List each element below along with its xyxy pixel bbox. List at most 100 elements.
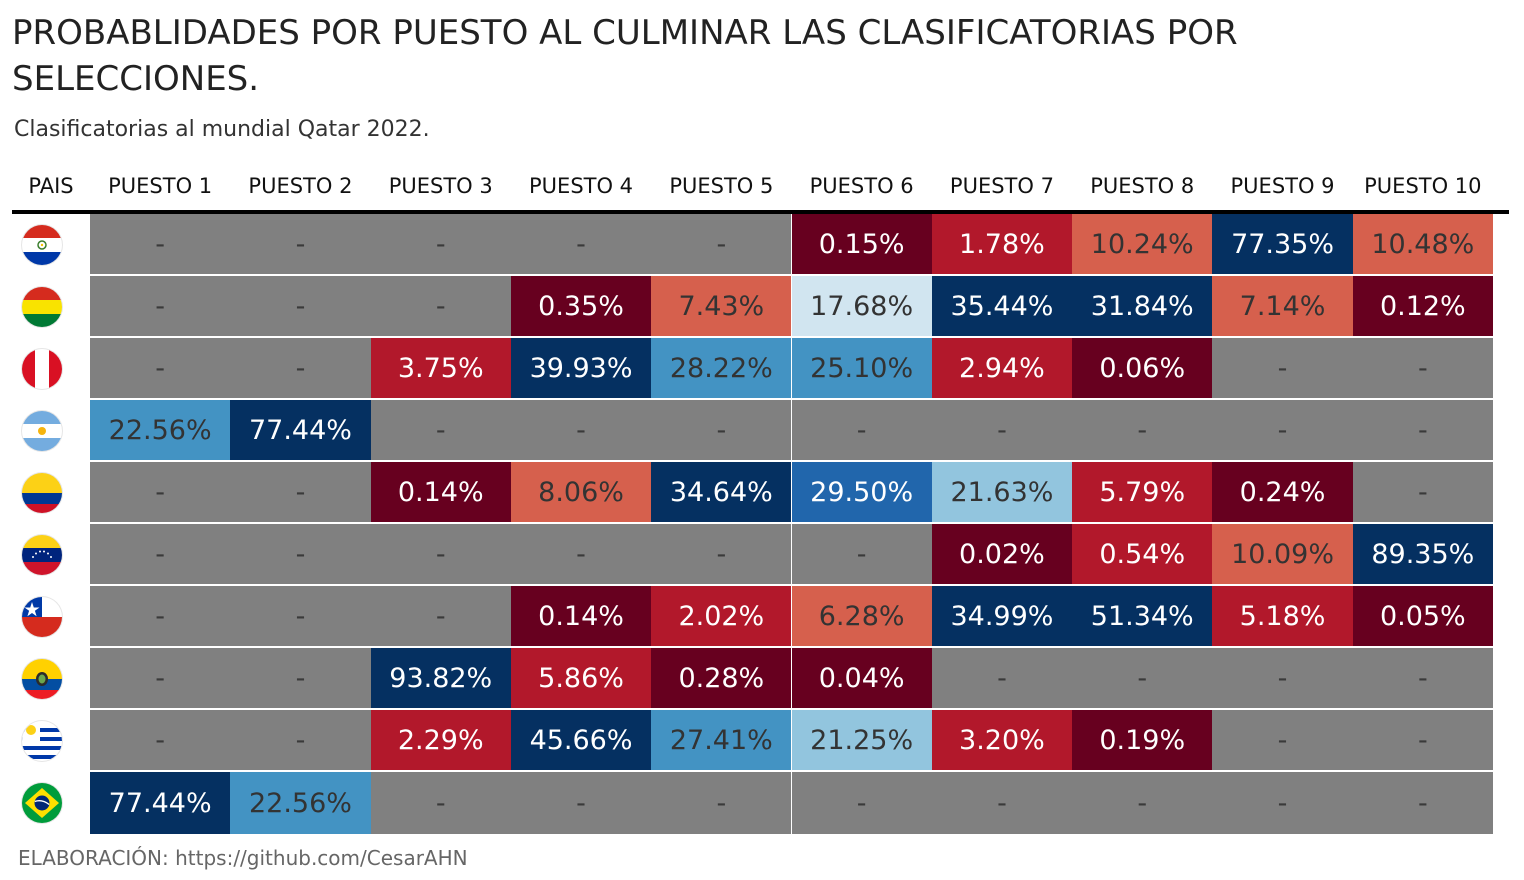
uruguay-flag-icon: [21, 720, 63, 762]
table-cell: -: [651, 524, 792, 584]
table-cell: -: [230, 462, 371, 522]
table-cell: 34.64%: [651, 462, 792, 522]
table-cell: -: [370, 586, 511, 646]
table-cell: 28.22%: [651, 338, 792, 398]
table-cell: -: [230, 276, 371, 336]
table-cell: -: [931, 648, 1073, 708]
table-cell: 5.18%: [1212, 586, 1353, 646]
table-cell: 29.50%: [791, 462, 932, 522]
table-cell: 0.35%: [510, 276, 652, 336]
table-cell: -: [651, 772, 792, 834]
table-cell: 21.63%: [931, 462, 1073, 522]
table-cell: -: [90, 276, 231, 336]
table-cell: 21.25%: [791, 710, 932, 770]
table-cell: -: [1212, 648, 1353, 708]
table-cell: -: [1352, 462, 1493, 522]
column-header-puesto-7: PUESTO 7: [949, 174, 1054, 198]
table-cell: -: [791, 524, 932, 584]
probability-table: - - - - -0.15% 1.78% 10.24% 77.35% 10.48% - - -0.35…: [90, 214, 1509, 834]
table-cell: 7.43%: [651, 276, 792, 336]
table-cell: -: [370, 214, 511, 274]
table-cell: 8.06%: [510, 462, 652, 522]
chart-title: PROBABLIDADES POR PUESTO AL CULMINAR LAS…: [12, 13, 1238, 99]
table-cell: 31.84%: [1072, 276, 1213, 336]
column-header-puesto-6: PUESTO 6: [809, 174, 914, 198]
table-cell: 0.28%: [651, 648, 792, 708]
table-cell: -: [510, 772, 652, 834]
table-cell: -: [931, 400, 1073, 460]
table-cell: -: [510, 214, 652, 274]
table-cell: 2.29%: [370, 710, 511, 770]
table-cell: 0.14%: [510, 586, 652, 646]
venezuela-flag-icon: [21, 534, 63, 576]
table-cell: -: [230, 586, 371, 646]
table-cell: 7.14%: [1212, 276, 1353, 336]
flag-column: [12, 214, 90, 834]
table-cell: -: [230, 214, 371, 274]
brazil-flag-icon: [21, 782, 63, 824]
table-cell: -: [90, 462, 231, 522]
table-cell: 77.35%: [1212, 214, 1353, 274]
table-cell: 77.44%: [230, 400, 371, 460]
column-header-puesto-3: PUESTO 3: [388, 174, 493, 198]
table-cell: 51.34%: [1072, 586, 1213, 646]
table-cell: -: [1352, 400, 1493, 460]
table-cell: 0.12%: [1352, 276, 1493, 336]
table-cell: -: [90, 648, 231, 708]
table-cell: 45.66%: [510, 710, 652, 770]
table-cell: -: [90, 214, 231, 274]
table-cell: -: [1072, 772, 1213, 834]
table-cell: -: [90, 710, 231, 770]
table-cell: 2.02%: [651, 586, 792, 646]
column-header-puesto-9: PUESTO 9: [1230, 174, 1335, 198]
paraguay-flag-icon: [21, 224, 63, 266]
table-cell: 3.20%: [931, 710, 1073, 770]
table-cell: 0.24%: [1212, 462, 1353, 522]
column-header-puesto-1: PUESTO 1: [108, 174, 213, 198]
table-cell: 34.99%: [931, 586, 1073, 646]
table-cell: -: [90, 524, 231, 584]
peru-flag-icon: [21, 348, 63, 390]
table-cell: -: [651, 400, 792, 460]
header-rule: [12, 210, 1509, 214]
table-cell: -: [1352, 648, 1493, 708]
table-cell: -: [1352, 338, 1493, 398]
table-cell: -: [1212, 772, 1353, 834]
table-cell: -: [931, 772, 1073, 834]
column-header-puesto-10: PUESTO 10: [1364, 174, 1482, 198]
table-cell: -: [370, 524, 511, 584]
column-header-pais: PAIS: [28, 174, 74, 198]
table-cell: -: [1212, 710, 1353, 770]
table-cell: 0.04%: [791, 648, 932, 708]
table-cell: 10.48%: [1352, 214, 1493, 274]
table-cell: 0.02%: [931, 524, 1073, 584]
table-cell: 22.56%: [230, 772, 371, 834]
table-cell: 93.82%: [370, 648, 511, 708]
table-cell: -: [1072, 648, 1213, 708]
column-header-puesto-5: PUESTO 5: [669, 174, 774, 198]
column-header-puesto-2: PUESTO 2: [248, 174, 353, 198]
table-cell: 25.10%: [791, 338, 932, 398]
column-header-puesto-4: PUESTO 4: [529, 174, 634, 198]
colombia-flag-icon: [21, 472, 63, 514]
table-cell: -: [510, 524, 652, 584]
table-cell: 10.24%: [1072, 214, 1213, 274]
table-cell: 0.54%: [1072, 524, 1213, 584]
table-cell: 10.09%: [1212, 524, 1353, 584]
table-cell: -: [230, 524, 371, 584]
table-cell: -: [1072, 400, 1213, 460]
table-cell: -: [90, 586, 231, 646]
table-cell: 22.56%: [90, 400, 231, 460]
table-cell: -: [1352, 710, 1493, 770]
table-cell: 3.75%: [370, 338, 511, 398]
table-cell: -: [370, 772, 511, 834]
table-cell: -: [230, 338, 371, 398]
table-cell: -: [230, 710, 371, 770]
table-cell: -: [370, 276, 511, 336]
table-cell: 77.44%: [90, 772, 231, 834]
table-cell: 35.44%: [931, 276, 1073, 336]
table-cell: -: [1352, 772, 1493, 834]
argentina-flag-icon: [21, 410, 63, 452]
table-cell: -: [1212, 400, 1353, 460]
table-cell: 2.94%: [931, 338, 1073, 398]
